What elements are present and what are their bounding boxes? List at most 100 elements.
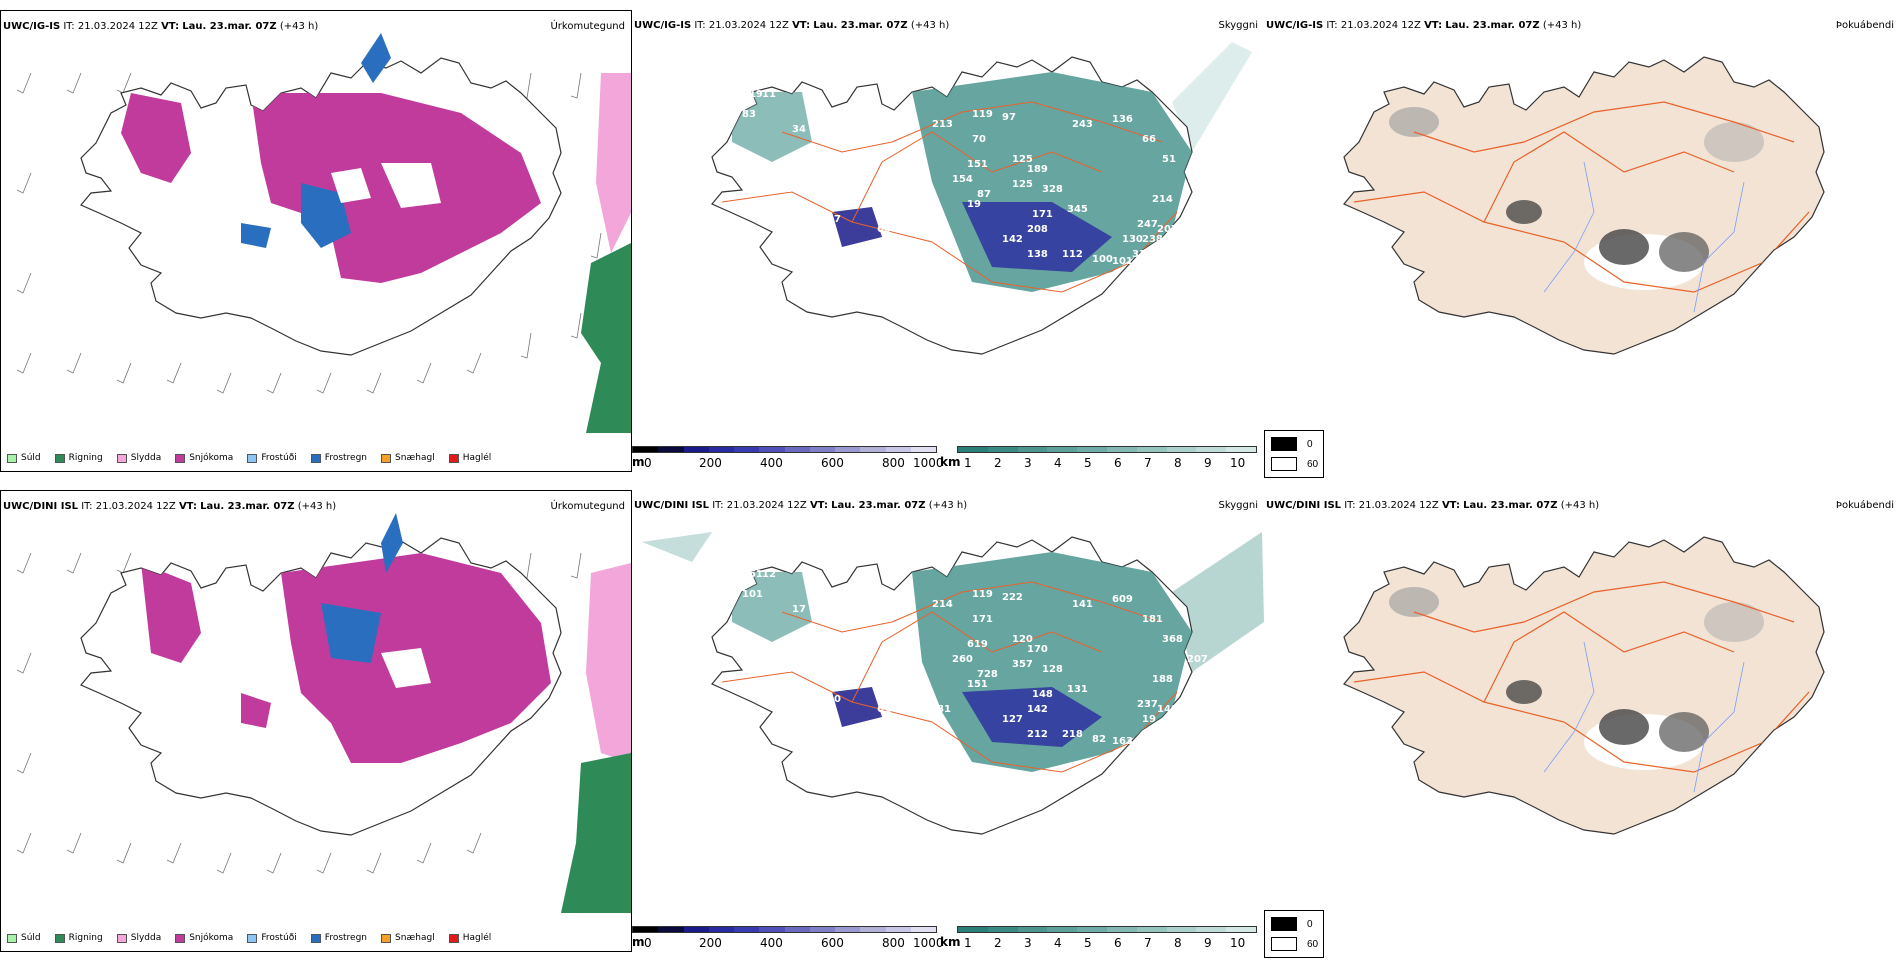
- visibility-point-label: 243: [1072, 119, 1093, 130]
- scale-bars: m 0 200 400 600 800 1000 km 1 2 3 4 5 6 …: [632, 446, 1264, 476]
- precip-type-map: [16, 513, 631, 913]
- tick-label: 0: [644, 936, 652, 950]
- visibility-point-label: 34: [1172, 709, 1186, 720]
- visibility-point-label: 357: [1012, 659, 1033, 670]
- tick-label: 2: [994, 936, 1002, 950]
- forecast-row-ig-is: UWC/IG-IS IT: 21.03.2024 12Z VT: Lau. 23…: [0, 10, 1900, 480]
- visibility-point-label: 87: [827, 214, 841, 225]
- visibility-point-label: 81: [937, 704, 951, 715]
- visibility-point-label: 119: [742, 89, 763, 100]
- visibility-point-label: 110: [942, 374, 963, 385]
- visibility-point-label: 66: [1142, 134, 1156, 145]
- legend-swatch: [448, 453, 459, 463]
- visibility-point-label: 728: [977, 669, 998, 680]
- visibility-point-label: 368: [1162, 634, 1183, 645]
- visibility-point-label: 141: [1072, 599, 1093, 610]
- visibility-point-label: 233: [792, 174, 813, 185]
- visibility-panel: UWC/DINI ISL IT: 21.03.2024 12Z VT: Lau.…: [632, 490, 1264, 952]
- tick-label: 200: [699, 936, 722, 950]
- visibility-point-label: 101: [742, 589, 763, 600]
- visibility-point-label: 130: [1122, 234, 1143, 245]
- panel-header: UWC/DINI ISL IT: 21.03.2024 12Z VT: Lau.…: [3, 501, 337, 512]
- tick-label: 8: [1174, 456, 1182, 470]
- legend-swatch: [54, 453, 65, 463]
- km-unit: km: [940, 935, 961, 949]
- panel-header: UWC/IG-IS IT: 21.03.2024 12Z VT: Lau. 23…: [3, 21, 319, 32]
- tick-label: 400: [760, 456, 783, 470]
- visibility-point-label: 238: [1142, 234, 1163, 245]
- visibility-point-label: 125: [1012, 154, 1033, 165]
- visibility-point-label: 142: [1002, 234, 1023, 245]
- visibility-point-label: 17: [792, 604, 806, 615]
- panel-title: Þokuábendi: [1835, 500, 1894, 511]
- visibility-point-label: 151: [967, 159, 988, 170]
- tick-label: 9: [1204, 456, 1212, 470]
- visibility-point-label: 207: [1187, 654, 1208, 665]
- visibility-point-label: 154: [952, 174, 973, 185]
- visibility-point-label: 19: [1142, 714, 1156, 725]
- visibility-point-label: 75: [822, 239, 836, 250]
- visibility-point-label: 207: [1157, 224, 1178, 235]
- visibility-point-label: 163: [1112, 736, 1133, 747]
- visibility-point-label: 222: [1002, 592, 1023, 603]
- visibility-point-label: 119: [972, 109, 993, 120]
- legend-swatch: [7, 453, 17, 463]
- fog-index-map: [1343, 56, 1825, 355]
- visibility-point-label: 148: [1157, 704, 1178, 715]
- visibility-point-label: 260: [952, 654, 973, 665]
- visibility-point-label: 127: [1002, 714, 1023, 725]
- tick-label: 9: [1204, 936, 1212, 950]
- tick-label: 200: [699, 456, 722, 470]
- tick-label: 3: [1024, 936, 1032, 950]
- tick-label: 7: [1144, 456, 1152, 470]
- visibility-point-label: 171: [1032, 209, 1053, 220]
- visibility-legend: 0 60: [1264, 430, 1324, 478]
- visibility-point-label: 101: [1112, 256, 1133, 267]
- visibility-panel: UWC/IG-IS IT: 21.03.2024 12Z VT: Lau. 23…: [632, 10, 1264, 472]
- visibility-point-label: 97: [1002, 112, 1016, 123]
- visibility-point-label: 70: [972, 134, 986, 145]
- panel-header: UWC/DINI ISL IT: 21.03.2024 12Z VT: Lau.…: [634, 500, 968, 511]
- legend-item: Slydda: [116, 453, 161, 463]
- precip-legend: Súld Rigning Slydda Snjókoma Frostúði Fr…: [7, 933, 491, 943]
- visibility-point-label: 61: [877, 704, 891, 715]
- visibility-point-label: 299: [1152, 244, 1173, 255]
- fog-index-panel: UWC/IG-IS IT: 21.03.2024 12Z VT: Lau. 23…: [1264, 10, 1900, 472]
- tick-label: 3: [1024, 456, 1032, 470]
- panel-title: Úrkomutegund: [550, 501, 625, 512]
- legend-item: Rigning: [54, 453, 103, 463]
- precip-type-map: [16, 33, 631, 433]
- legend-item: Snjókoma: [175, 453, 233, 463]
- visibility-point-label: 170: [1027, 644, 1048, 655]
- visibility-point-label: 296: [792, 654, 813, 665]
- visibility-point-label: 247: [1137, 219, 1158, 230]
- tick-label: 600: [821, 936, 844, 950]
- tick-label: 6: [1114, 456, 1122, 470]
- visibility-point-label: 136: [772, 664, 793, 675]
- visibility-point-label: 188: [1152, 674, 1173, 685]
- visibility-point-label: 212: [1027, 729, 1048, 740]
- legend-item: Frostúði: [247, 453, 297, 463]
- visibility-point-label: 19: [967, 199, 981, 210]
- scale-bars: m 0 200 400 600 800 1000 km 1 2 3 4 5 6 …: [632, 926, 1264, 956]
- visibility-point-label: 125: [772, 184, 793, 195]
- visibility-point-label: 136: [1112, 114, 1133, 125]
- visibility-point-label: 218: [1062, 729, 1083, 740]
- visibility-point-label: 73: [822, 719, 836, 730]
- tick-label: 4: [1054, 936, 1062, 950]
- tick-label: 4: [1054, 456, 1062, 470]
- precip-legend: Súld Rigning Slydda Snjókoma Frostúði Fr…: [7, 453, 491, 463]
- km-scale-bar: [957, 446, 1257, 453]
- visibility-point-label: 100: [1092, 254, 1113, 265]
- legend-swatch: [247, 453, 258, 463]
- visibility-point-label: 213: [932, 119, 953, 130]
- visibility-point-label: 125: [1012, 179, 1033, 190]
- panel-title: Þokuábendi: [1835, 20, 1894, 31]
- panel-title: Úrkomutegund: [550, 21, 625, 32]
- km-unit: km: [940, 455, 961, 469]
- tick-label: 1: [964, 936, 972, 950]
- visibility-point-label: 887: [1192, 204, 1213, 215]
